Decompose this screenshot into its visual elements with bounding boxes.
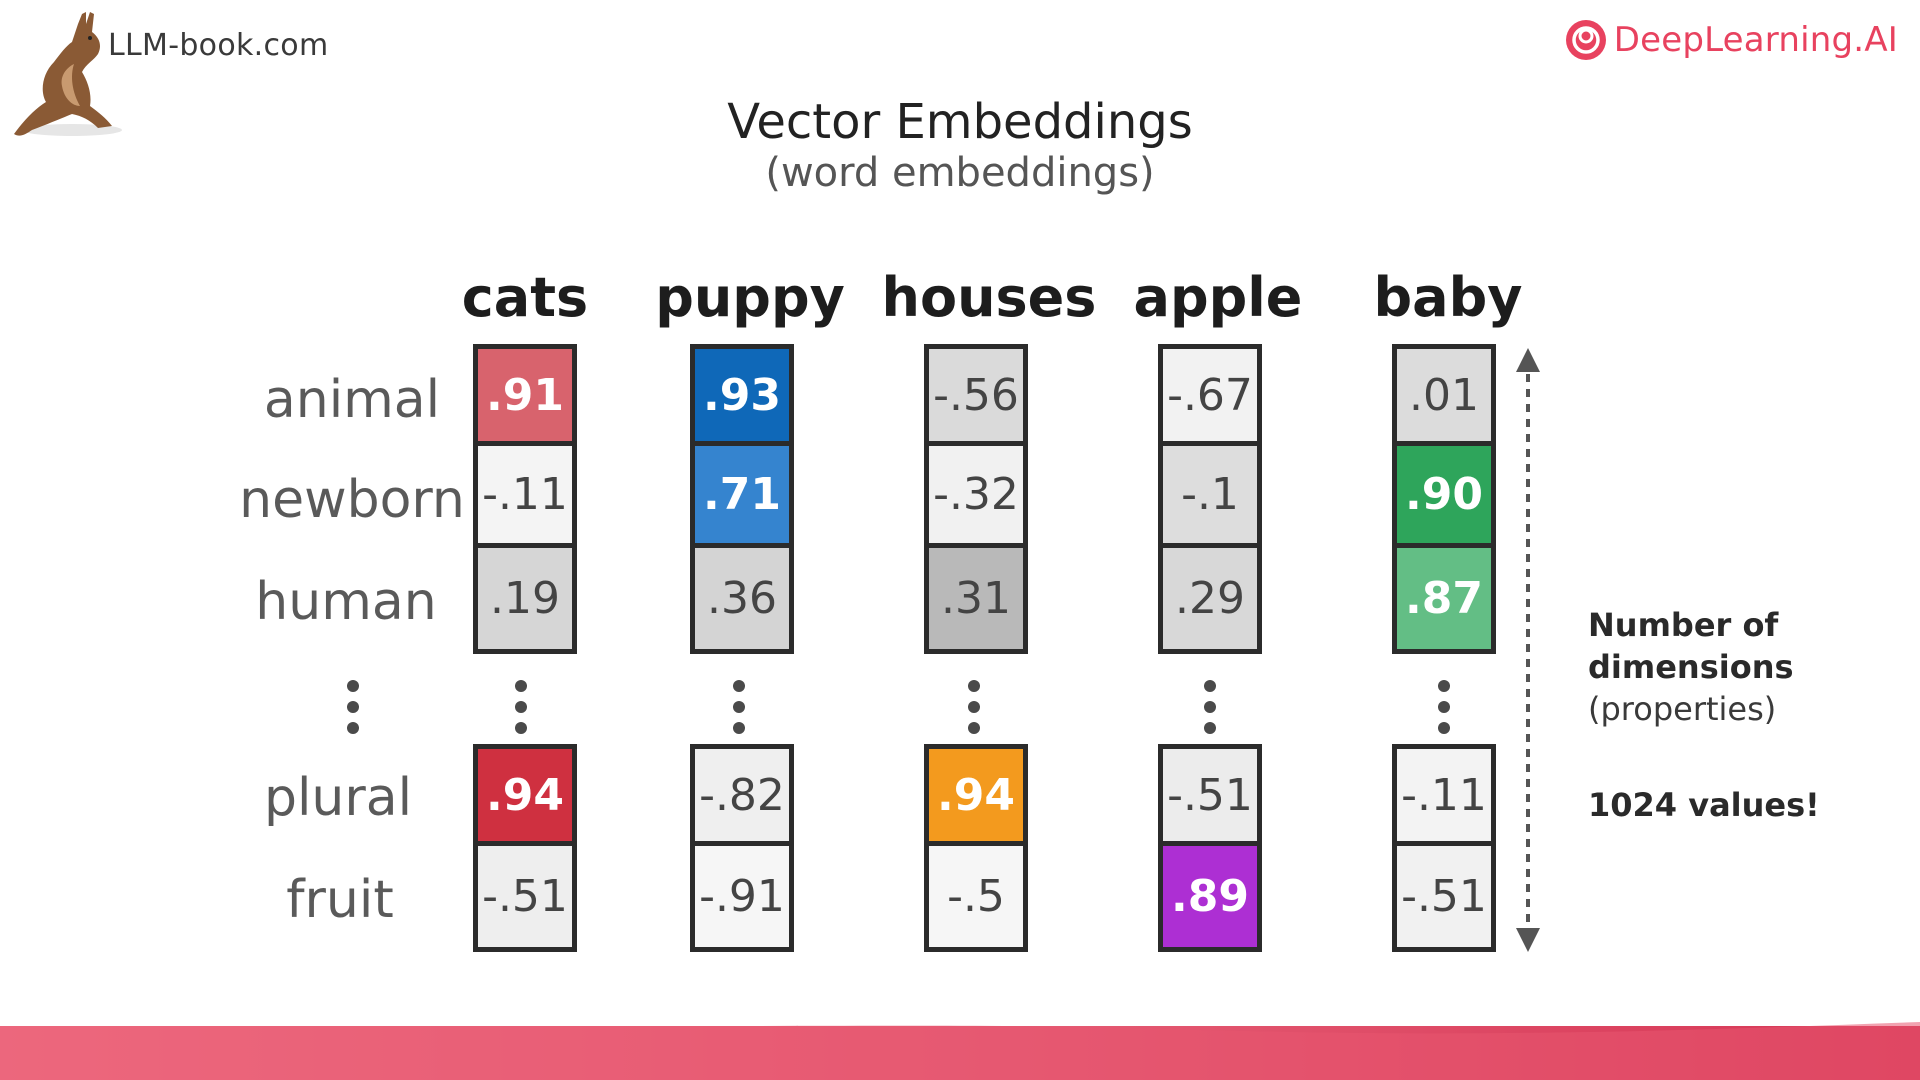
cell-puppy-plural: -.82 — [690, 744, 794, 846]
cell-houses-animal: -.56 — [924, 344, 1028, 446]
ellipsis-icon — [514, 680, 528, 743]
cell-houses-plural: .94 — [924, 744, 1028, 846]
dimension-note-line1: Number of — [1588, 606, 1779, 644]
cell-apple-fruit: .89 — [1158, 846, 1262, 952]
ellipsis-icon — [1203, 680, 1217, 743]
cell-baby-plural: -.11 — [1392, 744, 1496, 846]
word-header-baby: baby — [1373, 266, 1523, 329]
word-header-puppy: puppy — [655, 266, 845, 329]
row-label-animal: animal — [263, 370, 441, 430]
cell-cats-animal: .91 — [473, 344, 577, 446]
kangaroo-icon — [14, 12, 122, 136]
row-label-plural: plural — [263, 768, 413, 828]
ellipsis-icon — [967, 680, 981, 743]
cell-baby-newborn: .90 — [1392, 446, 1496, 548]
cell-puppy-animal: .93 — [690, 344, 794, 446]
cell-cats-human: .19 — [473, 548, 577, 654]
dimension-note-line3: (properties) — [1588, 690, 1777, 728]
slide-title: Vector Embeddings — [727, 94, 1193, 150]
slide-subtitle: (word embeddings) — [765, 150, 1155, 196]
row-label-newborn: newborn — [239, 470, 465, 530]
deeplearning-brand-text: DeepLearning.AI — [1613, 20, 1898, 60]
cell-apple-newborn: -.1 — [1158, 446, 1262, 548]
deeplearning-brand: DeepLearning.AI — [1564, 18, 1898, 62]
row-label-human: human — [255, 572, 437, 632]
cell-cats-plural: .94 — [473, 744, 577, 846]
word-header-houses: houses — [881, 266, 1097, 329]
cell-puppy-fruit: -.91 — [690, 846, 794, 952]
double-arrow-icon — [1516, 348, 1540, 952]
site-brand: LLM-book.com — [108, 28, 329, 63]
dimension-note-line2: dimensions — [1588, 648, 1794, 686]
word-header-cats: cats — [461, 266, 589, 329]
cell-cats-fruit: -.51 — [473, 846, 577, 952]
cell-apple-animal: -.67 — [1158, 344, 1262, 446]
ellipsis-icon — [346, 680, 360, 743]
row-label-fruit: fruit — [286, 870, 394, 930]
dimension-count: 1024 values! — [1588, 786, 1820, 824]
cell-cats-newborn: -.11 — [473, 446, 577, 548]
cell-apple-plural: -.51 — [1158, 744, 1262, 846]
deeplearning-ai-logo-icon — [1565, 20, 1606, 60]
footer-wave — [0, 1022, 1920, 1080]
cell-baby-human: .87 — [1392, 548, 1496, 654]
cell-houses-human: .31 — [924, 548, 1028, 654]
cell-puppy-human: .36 — [690, 548, 794, 654]
cell-baby-animal: .01 — [1392, 344, 1496, 446]
cell-baby-fruit: -.51 — [1392, 846, 1496, 952]
cell-houses-fruit: -.5 — [924, 846, 1028, 952]
dimension-note: Number of dimensions (properties) — [1588, 604, 1794, 730]
cell-apple-human: .29 — [1158, 548, 1262, 654]
ellipsis-icon — [1437, 680, 1451, 743]
ellipsis-icon — [732, 680, 746, 743]
cell-houses-newborn: -.32 — [924, 446, 1028, 548]
word-header-apple: apple — [1133, 266, 1303, 329]
cell-puppy-newborn: .71 — [690, 446, 794, 548]
